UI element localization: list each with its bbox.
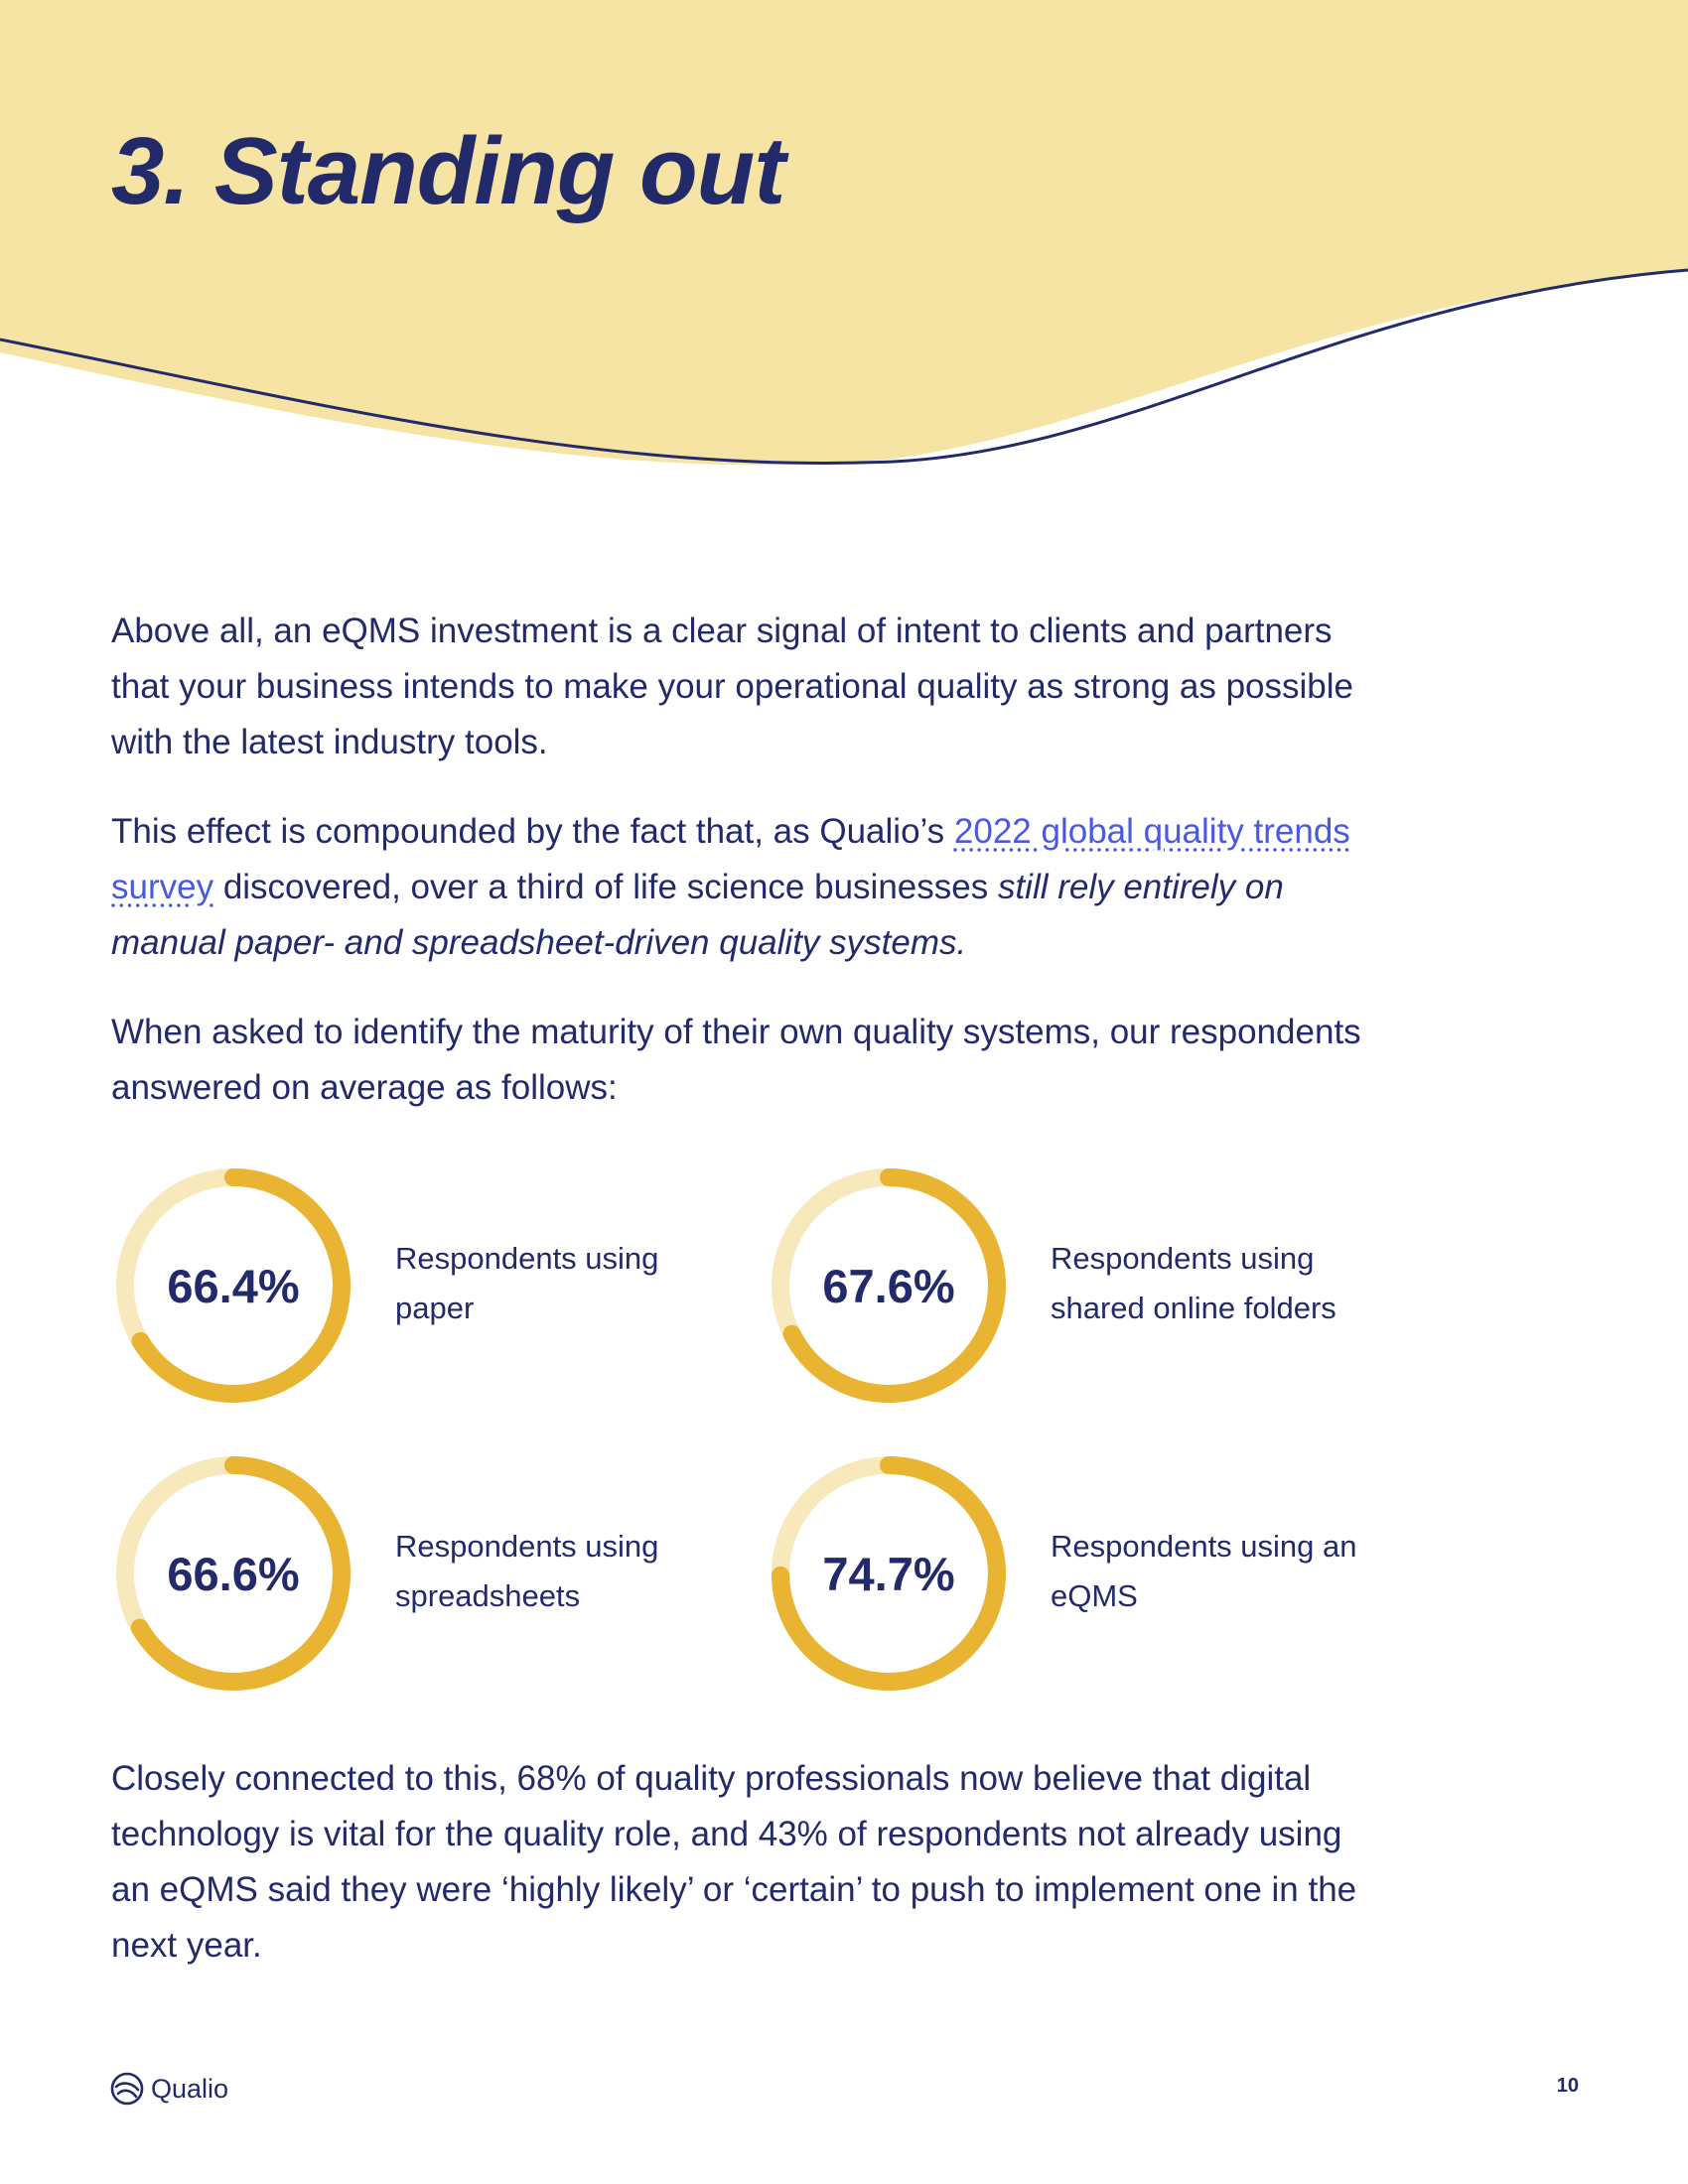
stat-label: Respondents using shared online folders <box>1051 1241 1336 1325</box>
stat-label: Respondents using spreadsheets <box>395 1529 659 1613</box>
effect-text-middle: discovered, over a third of life science… <box>213 868 998 906</box>
donut-chart-paper: 66.4% <box>116 1168 351 1403</box>
footer-logo: Qualio <box>109 2069 228 2109</box>
donut-chart-eqms: 74.7% <box>772 1456 1006 1691</box>
donut-arc <box>772 1456 1006 1691</box>
stat-value: 67.6% <box>822 1260 954 1312</box>
survey-link[interactable]: 2022 global quality trends survey <box>111 812 1350 906</box>
effect-text-italic: still rely entirely on manual paper- and… <box>111 868 1284 962</box>
donut-chart-spreadsheets: 66.6% <box>116 1456 351 1691</box>
brand-name: Qualio <box>151 2073 229 2104</box>
stat-shared-folders: 67.6% Respondents using shared online fo… <box>765 1161 1400 1410</box>
page-title: 3. Standing out <box>111 118 785 224</box>
stat-value: 66.6% <box>167 1548 299 1600</box>
stat-label: Respondents using an eQMS <box>1051 1529 1357 1613</box>
qualio-logo-icon <box>110 2072 144 2106</box>
donut-arc <box>116 1168 351 1403</box>
header-wave-background <box>0 0 1688 466</box>
effect-text-start: This effect is compounded by the fact th… <box>111 812 954 851</box>
donut-arc <box>116 1456 351 1691</box>
stat-eqms: 74.7% Respondents using an eQMS <box>765 1449 1400 1698</box>
closing-paragraph: Closely connected to this, 68% of qualit… <box>111 1759 1357 1965</box>
maturity-paragraph: When asked to identify the maturity of t… <box>111 1013 1361 1107</box>
donut-arc <box>772 1168 1006 1403</box>
page-number: 10 <box>1556 2075 1579 2097</box>
donut-chart-shared-folders: 67.6% <box>772 1168 1006 1403</box>
stat-value: 66.4% <box>167 1260 299 1312</box>
stat-label: Respondents using paper <box>395 1241 659 1325</box>
effect-paragraph: This effect is compounded by the fact th… <box>111 804 1362 971</box>
stat-spreadsheets: 66.6% Respondents using spreadsheets <box>109 1449 745 1698</box>
stat-value: 74.7% <box>822 1548 954 1600</box>
stat-paper: 66.4% Respondents using paper <box>109 1161 745 1410</box>
intro-paragraph: Above all, an eQMS investment is a clear… <box>111 612 1353 761</box>
